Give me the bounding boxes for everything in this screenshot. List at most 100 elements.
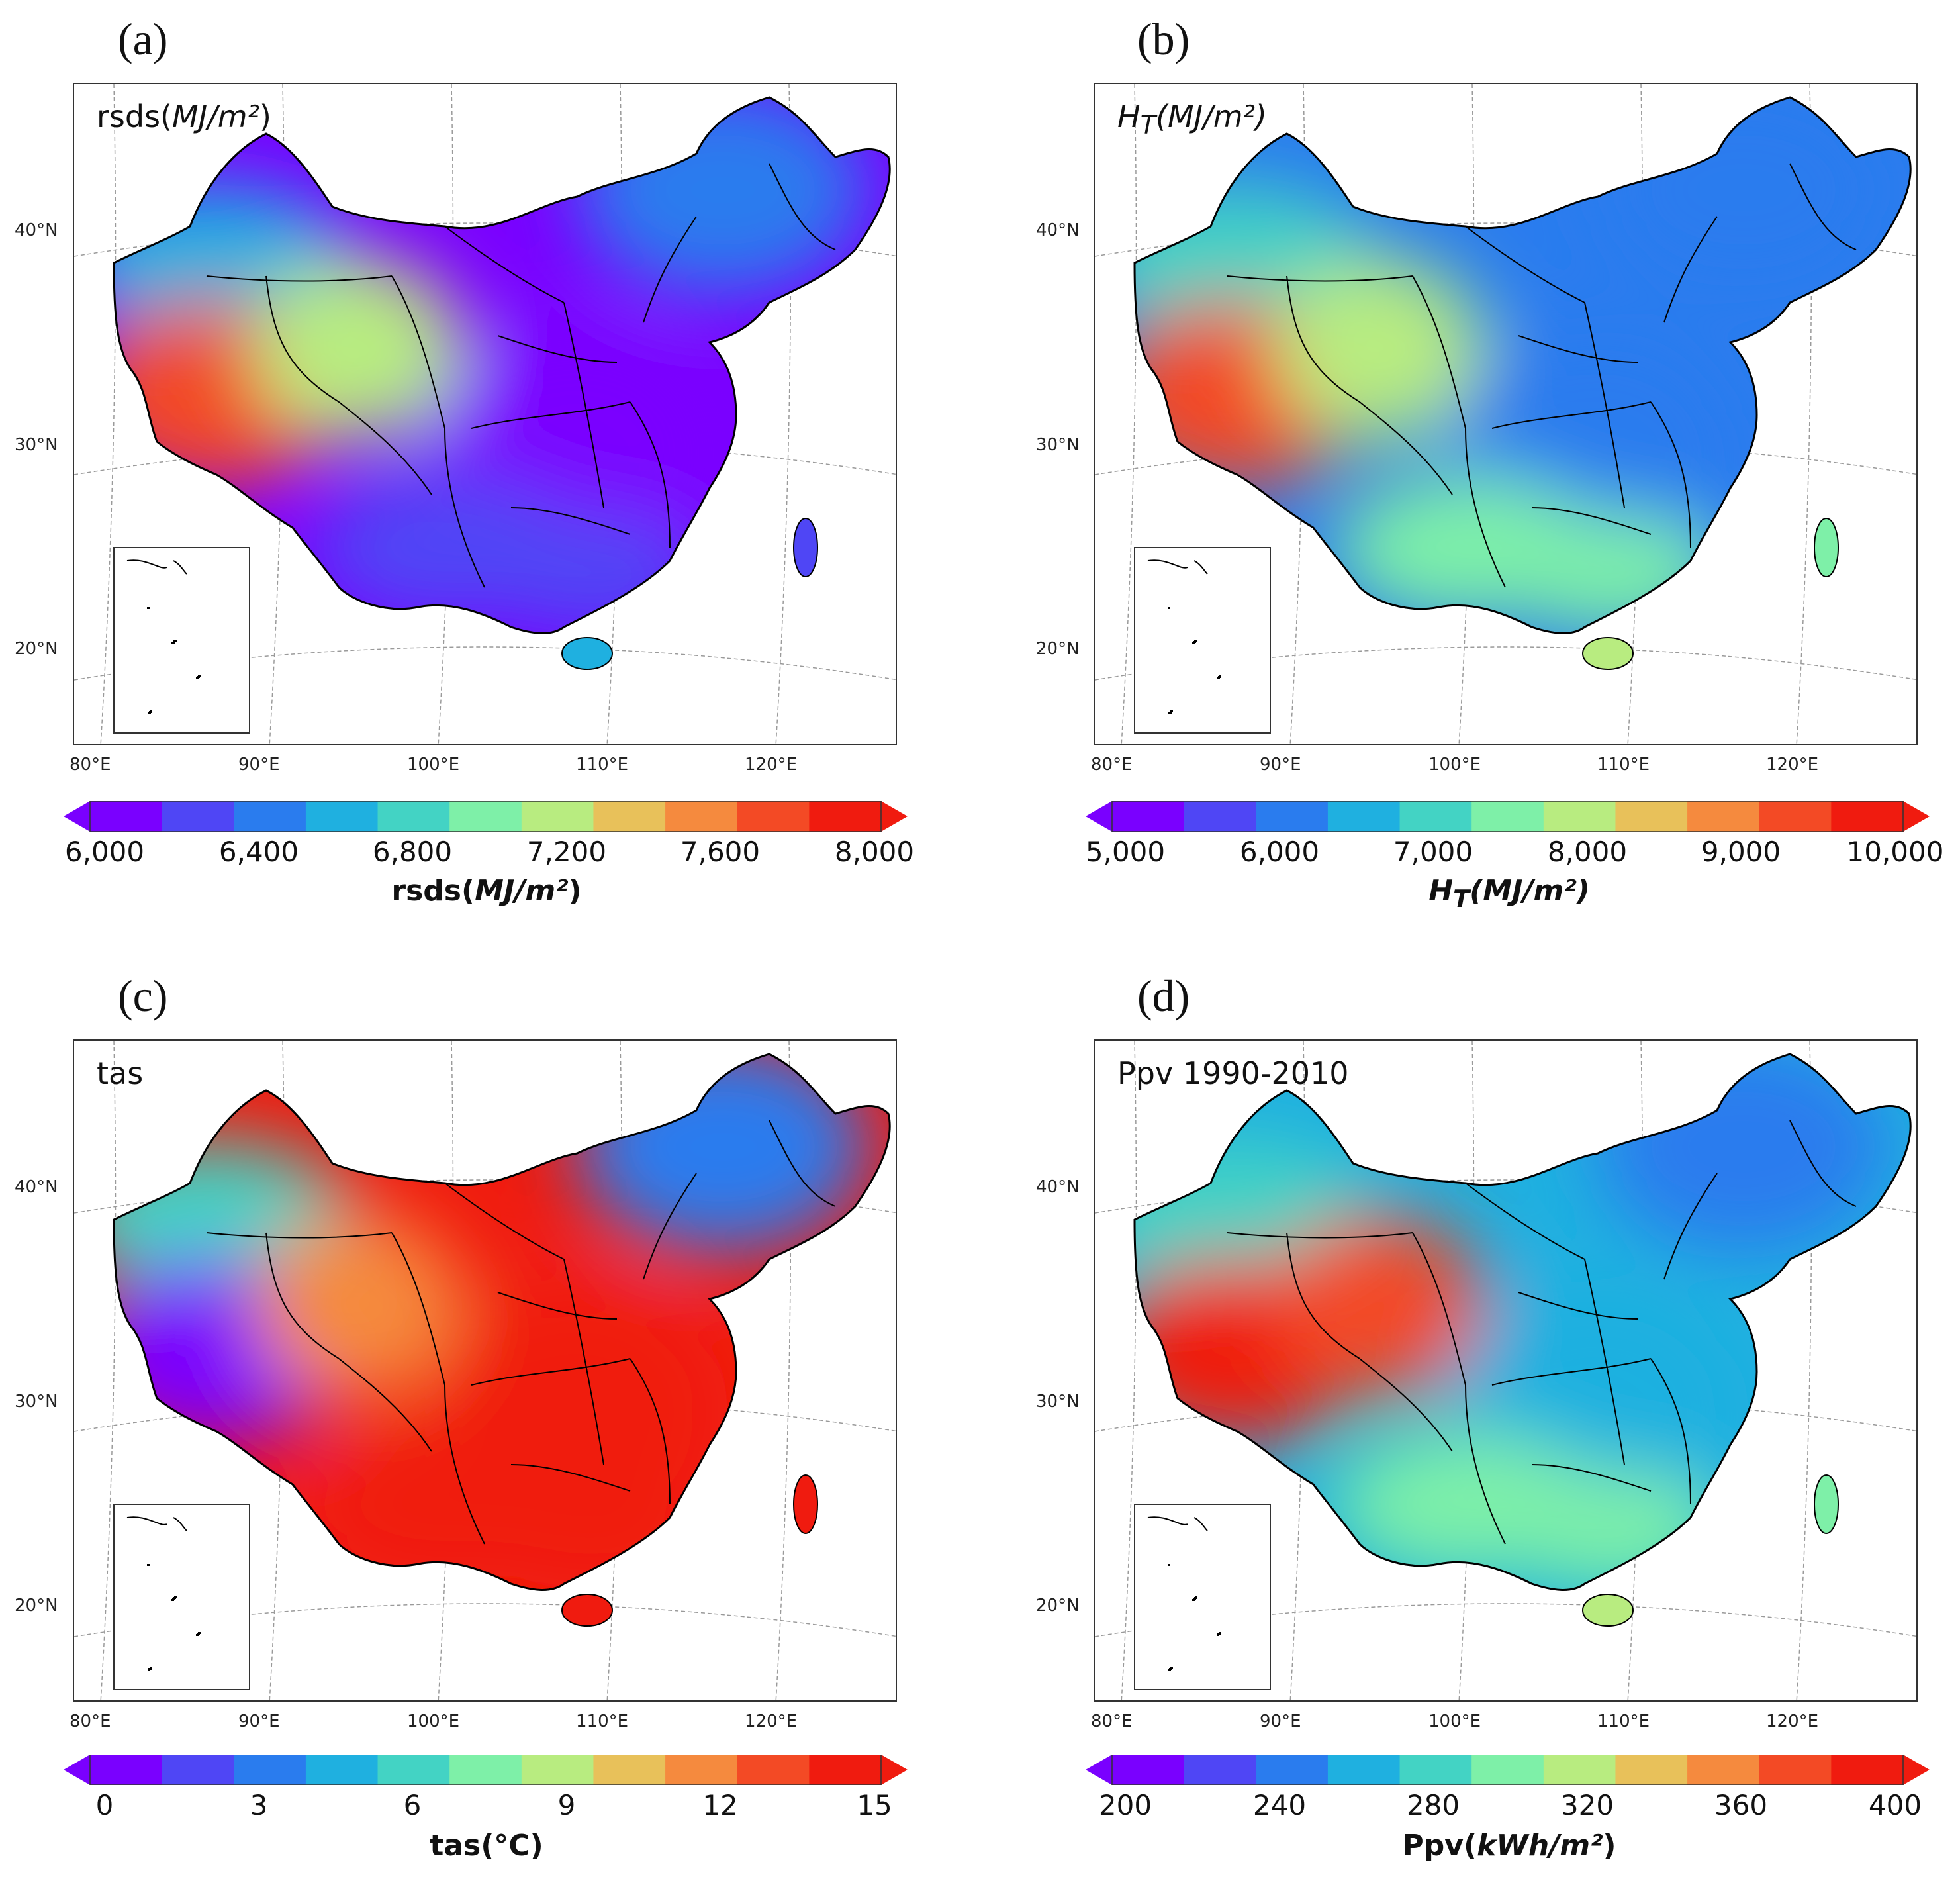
colorbar-segment <box>449 1755 522 1785</box>
panel-c-lon-100: 100°E <box>407 1712 460 1731</box>
panel-a-tick-3: 7,200 <box>526 836 607 868</box>
province-border <box>391 275 445 429</box>
panel-d-lon-120: 120°E <box>1766 1712 1819 1731</box>
province-border <box>563 302 604 508</box>
panel-d-colorbar-label: Ppv(kWh/m²) <box>1402 1829 1616 1862</box>
panel-b-lon-100: 100°E <box>1428 755 1481 775</box>
panel-d-tick-1: 240 <box>1252 1789 1307 1821</box>
province-border <box>1491 1358 1652 1386</box>
panel-a-lon-100: 100°E <box>407 755 460 775</box>
panel-a-tick-5: 8,000 <box>834 836 915 868</box>
inset-islet <box>147 607 150 609</box>
panel-d-lat-40: 40°N <box>1036 1177 1080 1197</box>
panel-c-letter: (c) <box>118 971 168 1021</box>
colorbar-segment <box>665 1755 738 1785</box>
inset-islet <box>1219 675 1221 677</box>
inset-islet <box>1170 710 1173 712</box>
inset-coast <box>126 1516 187 1531</box>
colorbar-outline <box>1111 801 1904 832</box>
panel-c-lon-110: 110°E <box>576 1712 629 1731</box>
panel-c-lat-30: 30°N <box>15 1392 58 1412</box>
colorbar-segment <box>1687 1755 1760 1785</box>
panel-a-tick-4: 7,600 <box>680 836 761 868</box>
colorbar-segment <box>1184 801 1257 832</box>
colorbar-segment <box>1471 801 1544 832</box>
panel-b-tick-0: 5,000 <box>1085 836 1166 868</box>
meridian-line <box>1121 1041 1137 1700</box>
colorbar-segment <box>1615 801 1689 832</box>
panel-d-colorbar <box>1086 1755 1930 1785</box>
province-border <box>1227 1232 1413 1239</box>
colorbar-segment <box>1112 1755 1185 1785</box>
colorbar-segment <box>737 1755 810 1785</box>
colorbar-segment <box>162 801 235 832</box>
province-border <box>769 163 836 250</box>
taiwan-island <box>793 1474 818 1534</box>
inset-coast <box>1147 1516 1208 1531</box>
panel-d-map-title: Ppv 1990-2010 <box>1117 1055 1349 1091</box>
province-border <box>563 1259 604 1465</box>
province-border <box>1650 1358 1691 1505</box>
colorbar-segment <box>90 1755 163 1785</box>
inset-islet <box>150 1667 152 1669</box>
province-border <box>444 226 565 303</box>
panel-b-lon-110: 110°E <box>1597 755 1650 775</box>
colorbar-segment <box>90 801 163 832</box>
colorbar-segment <box>1399 801 1473 832</box>
panel-a-tick-0: 6,000 <box>64 836 145 868</box>
province-border <box>630 401 671 548</box>
panel-b-tick-3: 8,000 <box>1547 836 1628 868</box>
province-border <box>1465 1384 1506 1545</box>
colorbar-extend-low <box>64 801 90 832</box>
region-qinghai <box>253 256 465 442</box>
inset-islet <box>174 1596 177 1598</box>
panel-d-tick-5: 400 <box>1868 1789 1922 1821</box>
panel-a-lon-90: 90°E <box>238 755 280 775</box>
inset-islet <box>1168 1564 1170 1566</box>
meridian-line <box>1121 84 1137 744</box>
colorbar-segment <box>1759 1755 1832 1785</box>
inset-frame <box>1134 1504 1271 1690</box>
panel-b-tick-5: 10,000 <box>1846 836 1944 868</box>
inset-islet <box>147 1564 150 1566</box>
panel-a-lon-120: 120°E <box>745 755 798 775</box>
panel-a-lon-80: 80°E <box>70 755 111 775</box>
colorbar-segment <box>1543 1755 1616 1785</box>
panel-c-tick-1: 3 <box>250 1789 268 1821</box>
panel-a-map: rsds(MJ/m²) <box>73 83 897 745</box>
province-border <box>1412 275 1466 429</box>
colorbar-segment <box>1256 1755 1329 1785</box>
south-china-sea-inset <box>113 547 250 734</box>
colorbar-segment <box>737 801 810 832</box>
colorbar-outline <box>89 1755 882 1785</box>
colorbar-segment <box>665 801 738 832</box>
province-border <box>1663 216 1718 323</box>
colorbar-segment <box>1112 801 1185 832</box>
panel-c-tick-3: 9 <box>557 1789 576 1821</box>
panel-c-tick-2: 6 <box>403 1789 422 1821</box>
inset-islet <box>198 1632 201 1634</box>
region-qinghai <box>1274 256 1485 442</box>
panel-d-tick-3: 320 <box>1560 1789 1614 1821</box>
colorbar-segment <box>1759 801 1832 832</box>
panel-a-tick-2: 6,800 <box>372 836 453 868</box>
colorbar-segment <box>593 1755 667 1785</box>
province-border <box>338 401 432 495</box>
inset-coast <box>126 559 187 575</box>
colorbar-segment <box>1471 1755 1544 1785</box>
province-border <box>391 1232 445 1386</box>
colorbar-segment <box>1687 801 1760 832</box>
province-border <box>265 1232 340 1359</box>
colorbar-extend-high <box>1903 1755 1930 1785</box>
inset-frame <box>1134 547 1271 734</box>
country-border <box>113 96 891 634</box>
inset-islet <box>1219 1632 1221 1634</box>
province-border <box>1789 163 1857 250</box>
province-border <box>1531 507 1652 535</box>
province-border <box>444 1183 565 1260</box>
colorbar-segment <box>521 1755 594 1785</box>
colorbar-segment <box>1327 1755 1401 1785</box>
taiwan-island <box>793 518 818 577</box>
colorbar-segment <box>593 801 667 832</box>
south-china-sea-inset <box>113 1504 250 1690</box>
